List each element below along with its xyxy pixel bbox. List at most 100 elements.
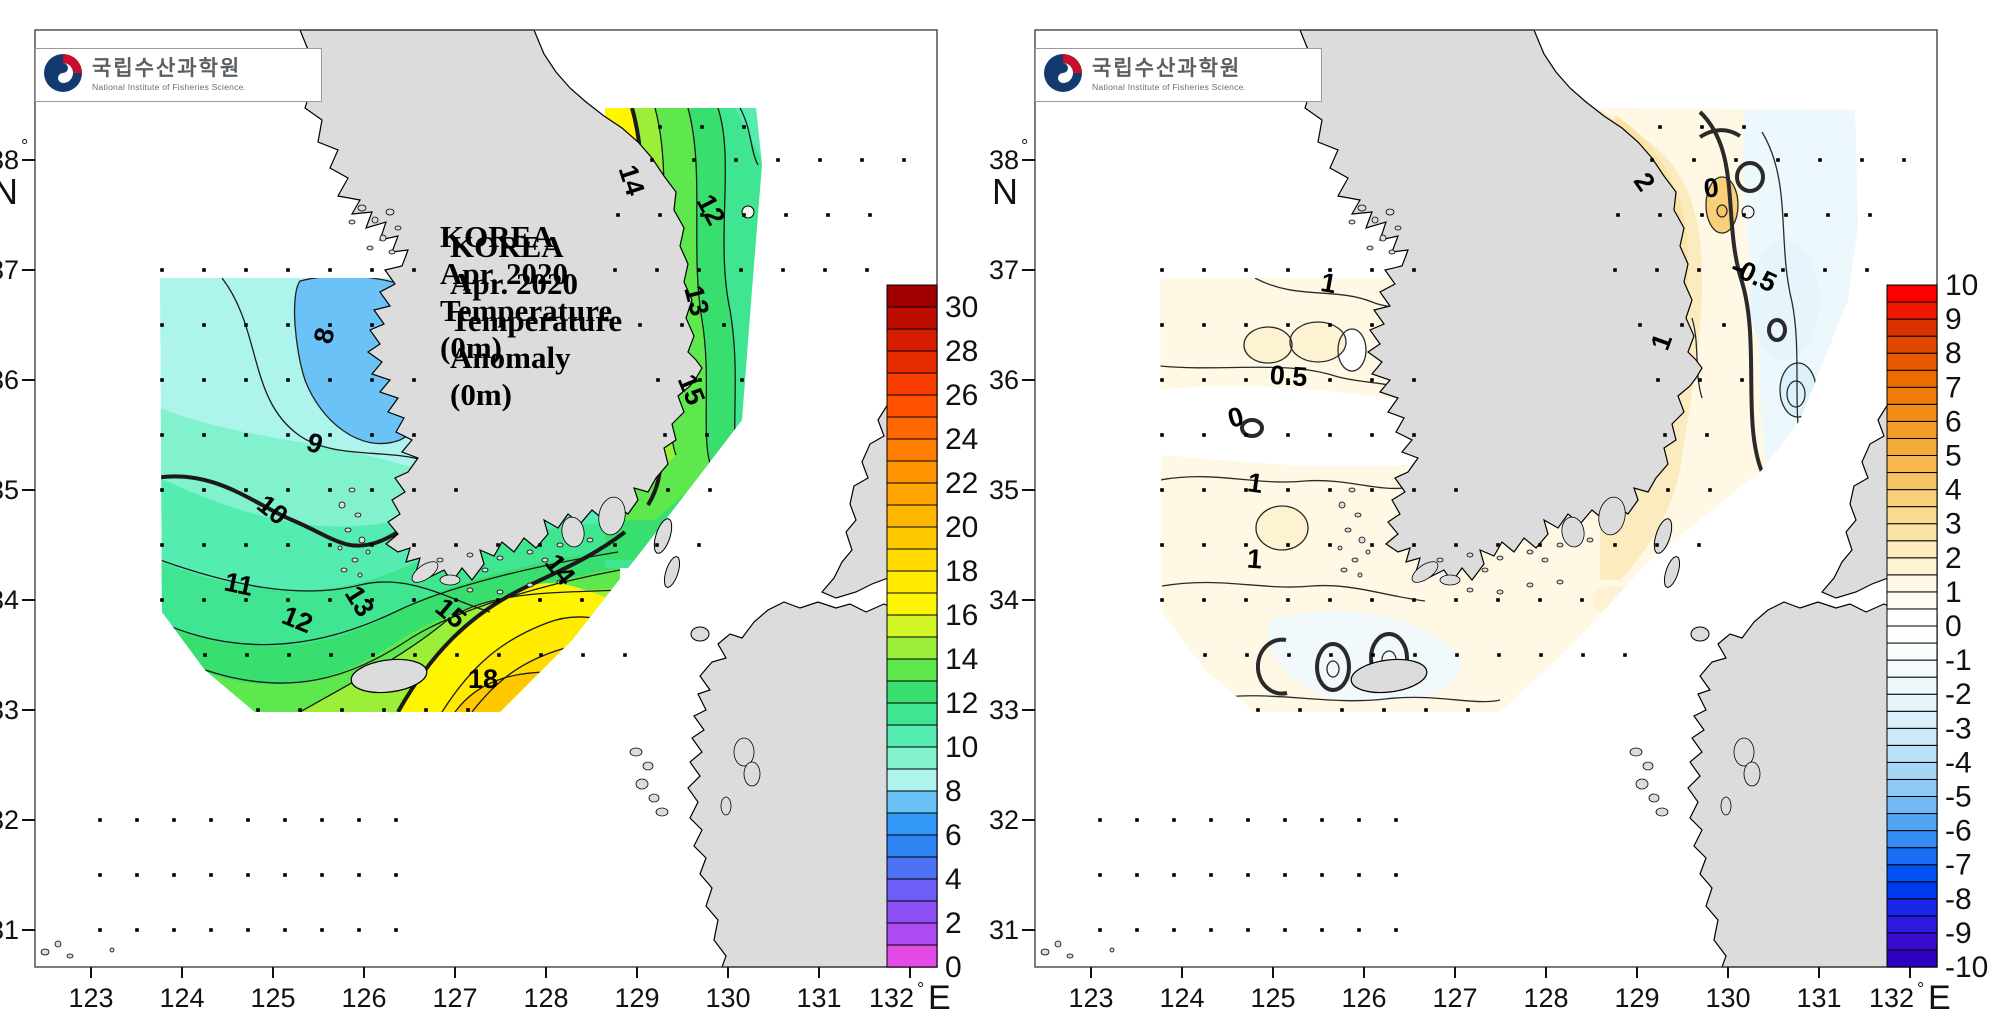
y-tick-label: 37 [0, 255, 19, 285]
station-dot [283, 818, 287, 822]
colorbar-cell [1886, 455, 1938, 474]
contour-label: 18 [468, 664, 498, 694]
colorbar-cell [886, 724, 938, 748]
station-dot [202, 488, 206, 492]
station-dot [412, 268, 416, 272]
station-dot [623, 653, 627, 657]
station-dot [1246, 928, 1250, 932]
station-dot [1902, 158, 1906, 162]
station-dot [1202, 378, 1206, 382]
x-tick-label: 128 [523, 983, 568, 1013]
y-tick-label: 31 [0, 915, 19, 945]
contour-label: 1 [1246, 467, 1265, 499]
station-dot [1538, 598, 1542, 602]
station-dot [1328, 433, 1332, 437]
colorbar-tick-label: -4 [1945, 746, 1972, 779]
colorbar-cell [886, 790, 938, 814]
station-dot [1370, 598, 1374, 602]
degree-symbol: ° [1917, 979, 1924, 999]
station-dot [328, 433, 332, 437]
colorbar-tick-label: 9 [1945, 303, 1962, 336]
colorbar-cell [1886, 386, 1938, 405]
nifs-logo-korean: 국립수산과학원 [92, 57, 242, 81]
station-dot [370, 598, 374, 602]
station-dot [1740, 378, 1744, 382]
station-dot [680, 323, 684, 327]
station-dot [1697, 268, 1701, 272]
station-dot [655, 268, 659, 272]
station-dot [581, 653, 585, 657]
colorbar-cell [1886, 727, 1938, 746]
y-axis-unit: N [992, 171, 1018, 212]
x-tick-label: 131 [796, 983, 841, 1013]
station-dot [868, 213, 872, 217]
colorbar-cell [886, 834, 938, 858]
x-tick-label: 126 [341, 983, 386, 1013]
colorbar-cell [886, 350, 938, 374]
station-dot [1370, 543, 1374, 547]
colorbar-tick-label: 1 [1945, 576, 1962, 609]
station-dot [1246, 873, 1250, 877]
station-dot [1328, 488, 1332, 492]
colorbar-tick-label: -5 [1945, 781, 1972, 814]
station-dot [1823, 268, 1827, 272]
station-dot [1454, 543, 1458, 547]
colorbar-tick-label: 8 [1945, 337, 1962, 370]
station-dot [320, 818, 324, 822]
colorbar-tick-label: -6 [1945, 815, 1972, 848]
station-dot [1705, 433, 1709, 437]
station-dot [1244, 543, 1248, 547]
panel-temperature: 123124125126127128129130131132°E38°N3736… [0, 29, 978, 1017]
station-dot [244, 433, 248, 437]
station-dot [328, 378, 332, 382]
station-dot [1098, 873, 1102, 877]
station-dot [1244, 433, 1248, 437]
colorbar-tick-label: -9 [1945, 917, 1972, 950]
map-title-line: Apr. 2020 [450, 266, 579, 301]
station-dot [1283, 873, 1287, 877]
station-dot [135, 818, 139, 822]
station-dot [1466, 708, 1470, 712]
station-dot [424, 708, 428, 712]
station-dot [613, 268, 617, 272]
station-dot [357, 818, 361, 822]
x-tick-label: 130 [705, 983, 750, 1013]
station-dot [1298, 708, 1302, 712]
map-title-line: KOREA [440, 219, 554, 254]
colorbar-cell [886, 680, 938, 704]
station-dot [328, 323, 332, 327]
station-dot [1246, 818, 1250, 822]
station-dot [454, 488, 458, 492]
station-dot [1394, 928, 1398, 932]
station-dot [1454, 598, 1458, 602]
colorbar-cell [1886, 864, 1938, 883]
colorbar-cell [1886, 932, 1938, 951]
station-dot [1160, 598, 1164, 602]
station-dot [1496, 598, 1500, 602]
colorbar-cell [886, 768, 938, 792]
station-dot [1329, 653, 1333, 657]
colorbar-cell [886, 526, 938, 550]
colorbar-cell [1886, 642, 1938, 661]
contour-label: 0 [1225, 401, 1247, 434]
station-dot [655, 543, 659, 547]
station-dot [328, 543, 332, 547]
colorbar-tick-label: 2 [945, 907, 962, 940]
station-dot [1286, 268, 1290, 272]
y-tick-label: 37 [989, 255, 1019, 285]
station-dot [1256, 708, 1260, 712]
y-tick-label: 31 [989, 915, 1019, 945]
y-tick-label: 34 [989, 585, 1019, 615]
map-title-line: Temperature [450, 303, 623, 338]
station-dot [722, 323, 726, 327]
station-dot [1784, 213, 1788, 217]
y-tick-label: 32 [0, 805, 19, 835]
colorbar-cell [886, 944, 938, 968]
station-dot [1656, 378, 1660, 382]
station-dot [209, 928, 213, 932]
colorbar-cell [1886, 608, 1938, 627]
station-dot [1413, 653, 1417, 657]
station-dot [1328, 598, 1332, 602]
